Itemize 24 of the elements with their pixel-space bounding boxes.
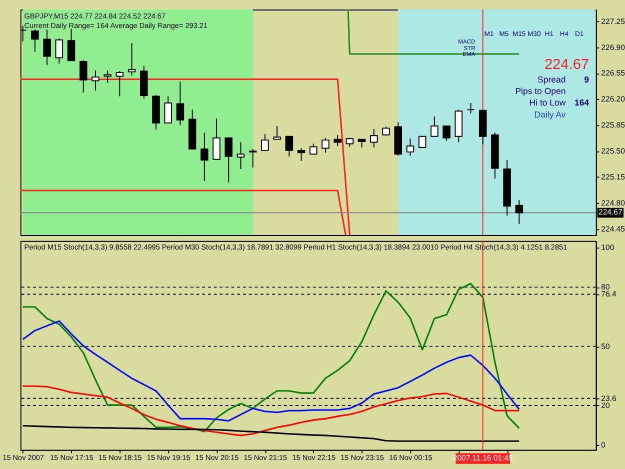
annotation: Hi to Low — [529, 98, 566, 108]
y-tick-label: 224.80 — [601, 198, 625, 208]
y-tick-label: 76.4 — [601, 290, 617, 299]
y-tick-label: 225.15 — [601, 172, 625, 182]
annotation: Pips to Open — [515, 86, 566, 96]
y-tick-label: 50 — [601, 342, 611, 351]
y-tick-label: 23.6 — [601, 394, 616, 403]
y-tick-label: 80 — [601, 282, 611, 292]
y-tick-label: 227.25 — [601, 16, 625, 26]
ref-line-label: 224.67 — [598, 208, 622, 217]
annotation: Spread — [538, 74, 566, 84]
y-tick-label: 224.45 — [601, 224, 625, 234]
y-tick-label: 100 — [601, 243, 615, 252]
y-tick-label: 226.55 — [601, 68, 625, 78]
annotation: Daily Av — [534, 109, 566, 120]
y-tick-label: 225.85 — [601, 120, 625, 130]
y-tick-label: 20 — [601, 400, 611, 410]
y-tick-label: 226.20 — [601, 94, 625, 104]
annotation: 164 — [574, 98, 590, 108]
annotation: 9 — [584, 74, 590, 84]
y-tick-label: 0 — [601, 440, 606, 450]
y-tick-label: 226.90 — [601, 42, 625, 52]
annotation: 224.67 — [544, 56, 590, 73]
y-tick-label: 225.50 — [601, 146, 625, 156]
